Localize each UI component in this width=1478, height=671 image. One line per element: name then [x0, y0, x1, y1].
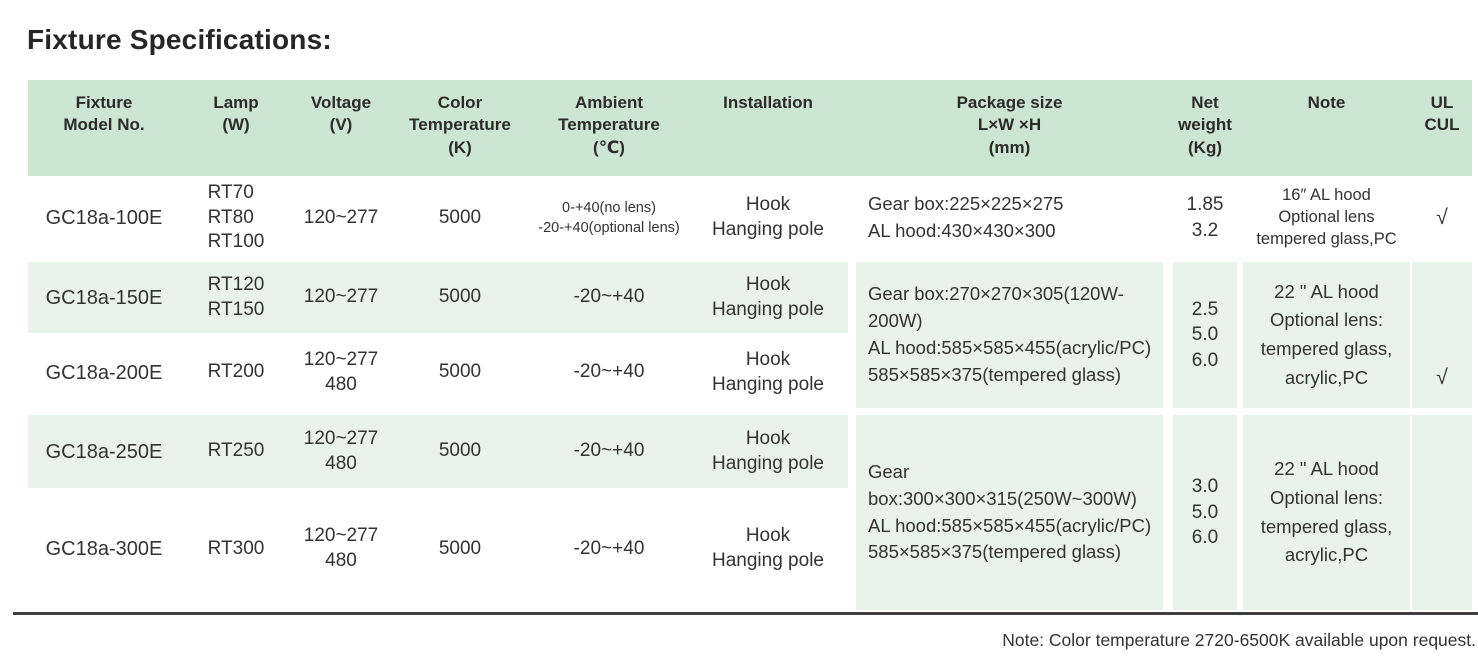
ambient-cell: -20~+40 — [573, 440, 645, 462]
header-color-temperature: Color Temperature (K) — [409, 93, 511, 157]
color-temp-cell: 5000 — [438, 440, 482, 462]
installation-cell: Hook Hanging pole — [712, 525, 824, 571]
voltage-cell: 120~277 480 — [303, 525, 379, 571]
net-weight-cell: 3.0 5.0 6.0 — [1173, 415, 1237, 610]
footnote: Note: Color temperature 2720-6500K avail… — [1002, 630, 1476, 650]
ul-cul-empty-cell — [1412, 415, 1472, 610]
ambient-cell: -20~+40 — [573, 361, 645, 383]
header-fixture-model: Fixture Model No. — [63, 93, 145, 135]
table-bottom-rule — [13, 612, 1478, 615]
model-cell: GC18a-150E — [45, 286, 163, 309]
net-weight-cell: 2.5 5.0 6.0 — [1173, 262, 1237, 408]
note-cell: 22 " AL hood Optional lens: tempered gla… — [1243, 262, 1410, 408]
header-lamp: Lamp (W) — [213, 93, 259, 135]
installation-cell: Hook Hanging pole — [712, 273, 824, 320]
table-row-gc18a-300e: GC18a-300E RT300 120~277 480 5000 -20~+4… — [28, 488, 848, 610]
table-header-row: Fixture Model No. Lamp (W) Voltage (V) C… — [28, 80, 1472, 176]
spec-table: Fixture Model No. Lamp (W) Voltage (V) C… — [28, 80, 1472, 610]
voltage-cell: 120~277 480 — [303, 348, 379, 395]
table-row-gc18a-200e: GC18a-200E RT200 120~277 480 5000 -20~+4… — [28, 337, 848, 408]
header-ul-cul: UL CUL — [1424, 93, 1460, 135]
header-note: Note — [1307, 93, 1346, 112]
model-cell: GC18a-100E — [45, 207, 163, 229]
lamp-cell: RT250 — [207, 440, 265, 462]
header-package-size: Package size L×W ×H (mm) — [956, 93, 1063, 157]
color-temp-cell: 5000 — [438, 206, 482, 228]
model-cell: GC18a-250E — [45, 440, 163, 463]
ambient-cell: 0-+40(no lens) -20-+40(optional lens) — [538, 199, 680, 236]
note-cell: 16″ AL hood Optional lens tempered glass… — [1243, 180, 1410, 256]
model-cell: GC18a-300E — [45, 538, 163, 560]
table-row-gc18a-150e: GC18a-150E RT120 RT150 120~277 5000 -20~… — [28, 262, 848, 333]
lamp-cell: RT120 RT150 — [207, 273, 265, 320]
header-installation: Installation — [723, 93, 813, 112]
color-temp-cell: 5000 — [438, 361, 482, 383]
ul-cul-checkmark: √ — [1412, 180, 1472, 256]
table-row-gc18a-250e: GC18a-250E RT250 120~277 480 5000 -20~+4… — [28, 415, 848, 488]
lamp-cell: RT70 RT80 RT100 — [207, 181, 265, 253]
package-size-cell: Gear box:225×225×275 AL hood:430×430×300 — [856, 180, 1163, 256]
header-net-weight: Net weight (Kg) — [1178, 93, 1232, 157]
package-size-cell: Gear box:270×270×305(120W-200W) AL hood:… — [856, 262, 1163, 408]
model-cell: GC18a-200E — [45, 361, 163, 384]
lamp-cell: RT300 — [207, 537, 265, 559]
ambient-cell: -20~+40 — [573, 537, 645, 559]
voltage-cell: 120~277 — [303, 286, 379, 308]
color-temp-cell: 5000 — [438, 537, 482, 559]
net-weight-cell: 1.85 3.2 — [1173, 180, 1237, 256]
lamp-cell: RT200 — [207, 361, 265, 383]
note-cell: 22 " AL hood Optional lens: tempered gla… — [1243, 415, 1410, 610]
installation-cell: Hook Hanging pole — [712, 427, 824, 474]
voltage-cell: 120~277 480 — [303, 427, 379, 474]
table-row-gc18a-100e: GC18a-100E RT70 RT80 RT100 120~277 5000 … — [28, 180, 848, 256]
header-voltage: Voltage (V) — [310, 93, 372, 135]
color-temp-cell: 5000 — [438, 286, 482, 308]
package-size-cell: Gear box:300×300×315(250W~300W) AL hood:… — [856, 415, 1163, 610]
installation-cell: Hook Hanging pole — [712, 348, 824, 395]
ambient-cell: -20~+40 — [573, 286, 645, 308]
ul-cul-checkmark: √ — [1412, 262, 1472, 408]
voltage-cell: 120~277 — [303, 206, 379, 228]
header-ambient-temperature: Ambient Temperature (℃) — [558, 93, 660, 157]
page-title: Fixture Specifications: — [27, 24, 332, 55]
installation-cell: Hook Hanging pole — [712, 194, 824, 240]
